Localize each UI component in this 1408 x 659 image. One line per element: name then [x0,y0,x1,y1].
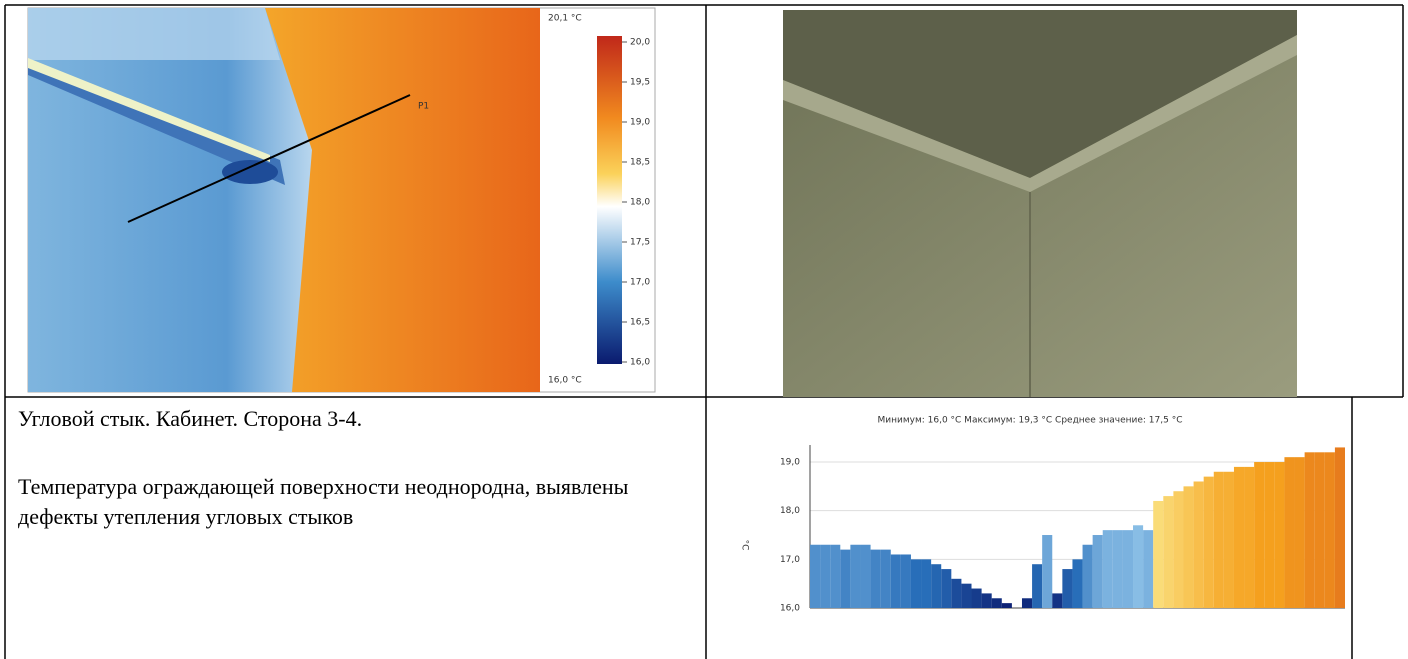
bar [1092,535,1103,608]
bar [1334,447,1345,608]
bar [1244,466,1255,608]
bar [1173,491,1184,608]
caption-title: Угловой стык. Кабинет. Сторона 3-4. [18,406,363,431]
bar [1072,559,1083,608]
bar [1143,530,1154,608]
bar [1294,457,1305,608]
scale-tick-label: 17,0 [630,278,650,288]
bar [860,544,871,608]
scale-tick-label: 19,0 [630,118,650,128]
bar [1254,462,1265,608]
profile-chart: Минимум: 16,0 °C Максимум: 19,3 °C Средн… [740,416,1345,614]
bar [1304,452,1315,608]
y-tick-label: 18,0 [780,506,800,516]
y-tick-label: 16,0 [780,604,800,614]
bar [1223,471,1234,608]
bar [850,544,861,608]
bar [1112,530,1123,608]
bar [951,578,962,608]
bar [810,544,821,608]
bar [1153,500,1164,608]
profile-marker: P1 [418,102,429,112]
bar [1314,452,1325,608]
scale-min: 16,0 °C [548,376,582,386]
bar [1032,564,1043,608]
caption-text: Температура ограждающей поверхности неод… [18,474,629,529]
y-tick-label: 19,0 [780,458,800,468]
bar [840,549,851,608]
bar [1193,481,1204,608]
scale-ticks: 20,0 19,5 19,0 18,5 18,0 17,5 17,0 16,5 16,0 [622,38,650,368]
scale-tick-label: 18,0 [630,198,650,208]
bar [1062,569,1073,608]
bar [961,583,972,608]
bar [921,559,932,608]
scale-tick-label: 16,0 [630,358,650,368]
bar [1284,457,1295,608]
bar [1102,530,1113,608]
bar [820,544,831,608]
bar [880,549,891,608]
scale-tick-label: 17,5 [630,238,650,248]
bar [890,554,901,608]
bar [1082,544,1093,608]
y-tick-label: 17,0 [780,555,800,565]
y-axis-label: °C [740,540,750,551]
bar [1001,603,1012,608]
scale-max: 20,1 °C [548,14,582,24]
bar [1264,462,1275,608]
bar [830,544,841,608]
scale-tick-label: 19,5 [630,78,650,88]
thermal-image: P1 20,1 °C 16,0 °C 20,0 19,5 19,0 18,5 18,0 1… [27,7,656,393]
bar [870,549,881,608]
scale-tick-label: 16,5 [630,318,650,328]
bar [991,598,1002,608]
bar [1213,471,1224,608]
bar [1021,598,1033,608]
bar [910,559,922,608]
bar [1042,535,1053,608]
bar [971,588,982,608]
bar [1233,466,1245,608]
bar [1324,452,1335,608]
bar [1122,530,1134,608]
scale-tick-label: 18,5 [630,158,650,168]
bar [941,569,952,608]
bar [981,593,992,608]
bar [1203,476,1214,608]
bar [1163,496,1174,608]
bar [1133,525,1144,608]
bar [1183,486,1194,608]
scale-tick-label: 20,0 [630,38,650,48]
bar [1052,593,1063,608]
chart-title: Минимум: 16,0 °C Максимум: 19,3 °C Средн… [877,416,1182,426]
bar [1274,462,1285,608]
bar [931,564,942,608]
room-photo [783,10,1297,397]
bar [900,554,911,608]
